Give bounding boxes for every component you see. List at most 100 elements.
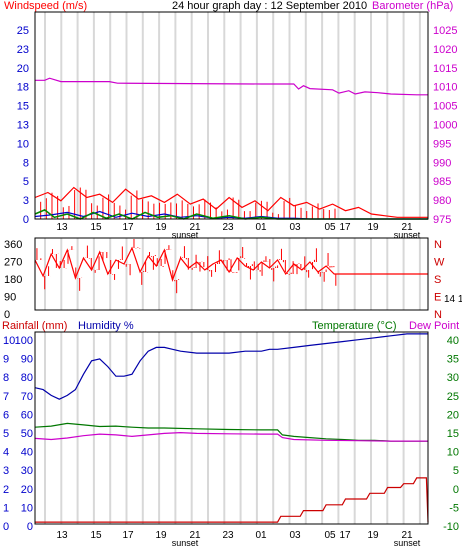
temp-panel-x-tick-label: 19: [367, 530, 379, 541]
rain-tick-label: 5: [3, 428, 9, 440]
temp-panel-x-tick-label: 19: [155, 530, 167, 541]
wind-panel-x-tick-label: 05: [324, 222, 336, 233]
wind-panel-sunset-label: sunset: [394, 230, 421, 240]
wind-tick-label: 23: [17, 44, 29, 56]
temp-panel-x-tick-label: 21: [189, 530, 201, 541]
compass-tick-label: W: [434, 257, 445, 269]
temperature-axis-label: Temperature (°C): [312, 320, 396, 332]
temperature-tick-label: 5: [453, 465, 459, 477]
barometer-tick-label: 1020: [433, 44, 457, 56]
humidity-tick-label: 80: [21, 372, 33, 384]
rain-tick-label: 10: [3, 335, 15, 347]
barometer-tick-label: 980: [433, 195, 451, 207]
direction-tick-label: 270: [4, 257, 22, 269]
wind-direction-line: [34, 246, 428, 282]
temp-panel-x-tick-label: 17: [339, 530, 351, 541]
windspeed-axis-label: Windspeed (m/s): [4, 0, 87, 12]
humidity-line: [34, 333, 428, 400]
rain-tick-label: 0: [3, 521, 9, 533]
compass-tick-label: N: [434, 239, 442, 251]
barometer-tick-label: 985: [433, 176, 451, 188]
wind-panel-x-tick-label: 21: [189, 222, 201, 233]
humidity-tick-label: 20: [21, 484, 33, 496]
humidity-tick-label: 60: [21, 409, 33, 421]
rain-tick-label: 6: [3, 409, 9, 421]
temp-panel-x-tick-label: 17: [122, 530, 134, 541]
compass-tick-label: S: [434, 274, 441, 286]
wind-panel-x-tick-label: 19: [155, 222, 167, 233]
humidity-tick-label: 10: [21, 502, 33, 514]
temperature-tick-label: 30: [447, 372, 459, 384]
humidity-axis-label: Humidity %: [78, 320, 134, 332]
humidity-tick-label: 100: [15, 335, 33, 347]
direction-panel-frame: [34, 237, 429, 311]
temp-panel-x-tick-label: 21: [401, 530, 413, 541]
wind-panel-x-tick-label: 17: [122, 222, 134, 233]
temperature-tick-label: 25: [447, 391, 459, 403]
barometer-tick-label: 995: [433, 138, 451, 150]
wind-panel-sunset-label: sunset: [172, 230, 199, 240]
rainfall-axis-label: Rainfall (mm): [2, 320, 67, 332]
wind-tick-label: 5: [23, 176, 29, 188]
temperature-tick-label: 40: [447, 335, 459, 347]
barometer-tick-label: 1005: [433, 101, 457, 113]
wind-tick-label: 18: [17, 82, 29, 94]
temp-panel-sunset-label: sunset: [394, 538, 421, 548]
wind-tick-label: 20: [17, 63, 29, 75]
wind-tick-label: 3: [23, 195, 29, 207]
direction-tick-label: 180: [4, 274, 22, 286]
barometer-line: [35, 77, 428, 96]
temp-panel-frame: [34, 331, 429, 525]
temperature-tick-label: 10: [447, 447, 459, 459]
rain-tick-label: 8: [3, 372, 9, 384]
temp-panel-x-tick-label: 03: [289, 530, 301, 541]
wind-tick-label: 13: [17, 120, 29, 132]
humidity-tick-label: 40: [21, 447, 33, 459]
dew-point-line: [34, 431, 428, 442]
compass-tick-label: N: [434, 309, 442, 321]
barometer-tick-label: 1000: [433, 120, 457, 132]
temp-panel-x-tick-label: 15: [90, 530, 102, 541]
temperature-tick-label: 15: [447, 428, 459, 440]
temperature-tick-label: -5: [449, 502, 459, 514]
wind-panel-x-tick-label: 15: [90, 222, 102, 233]
wind-panel-frame: [34, 11, 429, 220]
temperature-line: [34, 422, 428, 442]
wind-panel-x-tick-label: 01: [255, 222, 267, 233]
direction-tick-label: 0: [4, 309, 10, 321]
wind-panel-x-tick-label: 23: [222, 222, 234, 233]
dew-point-axis-label: Dew Point: [409, 320, 459, 332]
temperature-tick-label: 35: [447, 354, 459, 366]
rainfall-line: [35, 477, 429, 523]
wind-tick-label: 10: [17, 138, 29, 150]
temp-panel-x-tick-label: 01: [255, 530, 267, 541]
rain-tick-label: 7: [3, 391, 9, 403]
wind-panel-x-tick-label: 17: [339, 222, 351, 233]
rain-tick-label: 4: [3, 447, 9, 459]
temp-panel-x-tick-label: 05: [324, 530, 336, 541]
rain-tick-label: 3: [3, 465, 9, 477]
barometer-axis-label: Barometer (hPa): [372, 0, 453, 12]
temperature-tick-label: -10: [443, 521, 459, 533]
barometer-tick-label: 1010: [433, 82, 457, 94]
direction-tick-label: 360: [4, 239, 22, 251]
wind-panel-x-tick-label: 19: [367, 222, 379, 233]
barometer-tick-label: 975: [433, 214, 451, 226]
temp-panel-x-tick-label: 23: [222, 530, 234, 541]
graph-title: 24 hour graph day : 12 September 2010: [172, 0, 367, 12]
rain-tick-label: 9: [3, 354, 9, 366]
humidity-tick-label: 0: [27, 521, 33, 533]
wind-tick-label: 15: [17, 101, 29, 113]
barometer-tick-label: 1015: [433, 63, 457, 75]
temperature-tick-label: 0: [453, 484, 459, 496]
humidity-tick-label: 90: [21, 354, 33, 366]
temp-panel-sunset-label: sunset: [172, 538, 199, 548]
direction-tick-label: 90: [4, 292, 16, 304]
wind-panel-x-tick-label: 13: [56, 222, 68, 233]
barometer-tick-label: 990: [433, 157, 451, 169]
wind-tick-label: 8: [23, 157, 29, 169]
temp-panel-x-tick-label: 13: [56, 530, 68, 541]
temperature-tick-label: 20: [447, 409, 459, 421]
humidity-tick-label: 70: [21, 391, 33, 403]
